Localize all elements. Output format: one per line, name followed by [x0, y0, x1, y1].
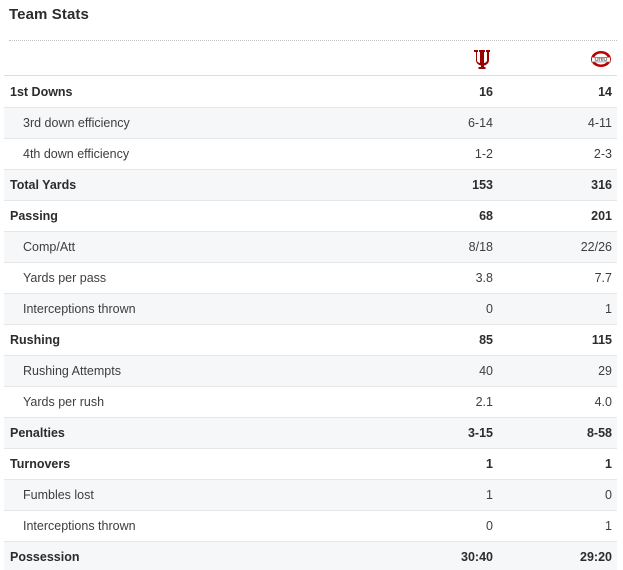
away-team-value: 4.0 — [594, 395, 612, 409]
home-team-value: 8/18 — [468, 240, 493, 254]
stat-row: 1st Downs 16 14 — [4, 77, 617, 108]
away-team-value: 2-3 — [593, 147, 612, 161]
stat-row: Interceptions thrown 0 1 — [4, 294, 617, 325]
stat-row: 3rd down efficiency 6-14 4-11 — [4, 108, 617, 139]
home-team-value: 1 — [486, 457, 493, 471]
away-team-value: 14 — [598, 85, 612, 99]
stat-label: Interceptions thrown — [23, 302, 136, 316]
stat-label: Fumbles lost — [23, 488, 94, 502]
home-team-value: 16 — [479, 85, 493, 99]
stat-label: Turnovers — [10, 457, 71, 471]
away-team-value: 201 — [591, 209, 612, 223]
home-team-value: 0 — [486, 519, 493, 533]
away-team-value: 22/26 — [580, 240, 612, 254]
away-team-value: 1 — [605, 519, 612, 533]
stat-label: Total Yards — [10, 178, 77, 192]
away-team-value: 29 — [598, 364, 612, 378]
stat-row: Passing 68 201 — [4, 201, 617, 232]
home-team-value: 30:40 — [461, 550, 493, 564]
away-team-value: 1 — [605, 457, 612, 471]
away-team-value: 7.7 — [594, 271, 612, 285]
home-team-value: 2.1 — [475, 395, 493, 409]
home-team-value: 0 — [486, 302, 493, 316]
section-title: Team Stats — [9, 6, 89, 23]
home-team-value: 1 — [486, 488, 493, 502]
home-team-value: 6-14 — [467, 116, 493, 130]
away-team-value: 1 — [605, 302, 612, 316]
stat-label: 1st Downs — [10, 85, 73, 99]
stat-row: Penalties 3-15 8-58 — [4, 418, 617, 449]
stat-row: Comp/Att 8/18 22/26 — [4, 232, 617, 263]
stat-row: Turnovers 1 1 — [4, 449, 617, 480]
stat-label: Possession — [10, 550, 80, 564]
stat-label: Comp/Att — [23, 240, 76, 254]
stat-row: Fumbles lost 1 0 — [4, 480, 617, 511]
stat-label: 3rd down efficiency — [23, 116, 130, 130]
home-team-value: 3.8 — [475, 271, 493, 285]
stat-label: Yards per pass — [23, 271, 107, 285]
away-team-value: 115 — [591, 333, 612, 347]
stat-row: Rushing 85 115 — [4, 325, 617, 356]
home-team-value: 68 — [479, 209, 493, 223]
team-logo-header: OHIO — [4, 41, 617, 76]
home-team-value: 1-2 — [474, 147, 493, 161]
stat-label: Yards per rush — [23, 395, 105, 409]
indiana-logo-icon[interactable] — [471, 48, 493, 70]
stat-label: Passing — [10, 209, 58, 223]
away-team-value: 8-58 — [586, 426, 612, 440]
stat-label: Rushing — [10, 333, 60, 347]
home-team-value: 153 — [472, 178, 493, 192]
stat-row: Total Yards 153 316 — [4, 170, 617, 201]
stat-label: Penalties — [10, 426, 65, 440]
ohio-state-logo-icon[interactable]: OHIO — [590, 48, 612, 70]
title-divider — [9, 40, 617, 41]
stat-row: Yards per pass 3.8 7.7 — [4, 263, 617, 294]
stat-label: 4th down efficiency — [23, 147, 130, 161]
away-team-value: 4-11 — [587, 116, 612, 130]
stat-row: Possession 30:40 29:20 — [4, 542, 617, 570]
stat-row: 4th down efficiency 1-2 2-3 — [4, 139, 617, 170]
team-stats-table: 1st Downs 16 14 3rd down efficiency 6-14 4-11… — [4, 77, 617, 570]
home-team-value: 3-15 — [467, 426, 493, 440]
stat-label: Rushing Attempts — [23, 364, 121, 378]
stat-label: Interceptions thrown — [23, 519, 136, 533]
away-team-value: 316 — [591, 178, 612, 192]
home-team-value: 40 — [479, 364, 493, 378]
away-team-value: 0 — [605, 488, 612, 502]
away-team-value: 29:20 — [580, 550, 612, 564]
stat-row: Rushing Attempts 40 29 — [4, 356, 617, 387]
svg-text:OHIO: OHIO — [595, 57, 608, 63]
stat-row: Yards per rush 2.1 4.0 — [4, 387, 617, 418]
stat-row: Interceptions thrown 0 1 — [4, 511, 617, 542]
home-team-value: 85 — [479, 333, 493, 347]
